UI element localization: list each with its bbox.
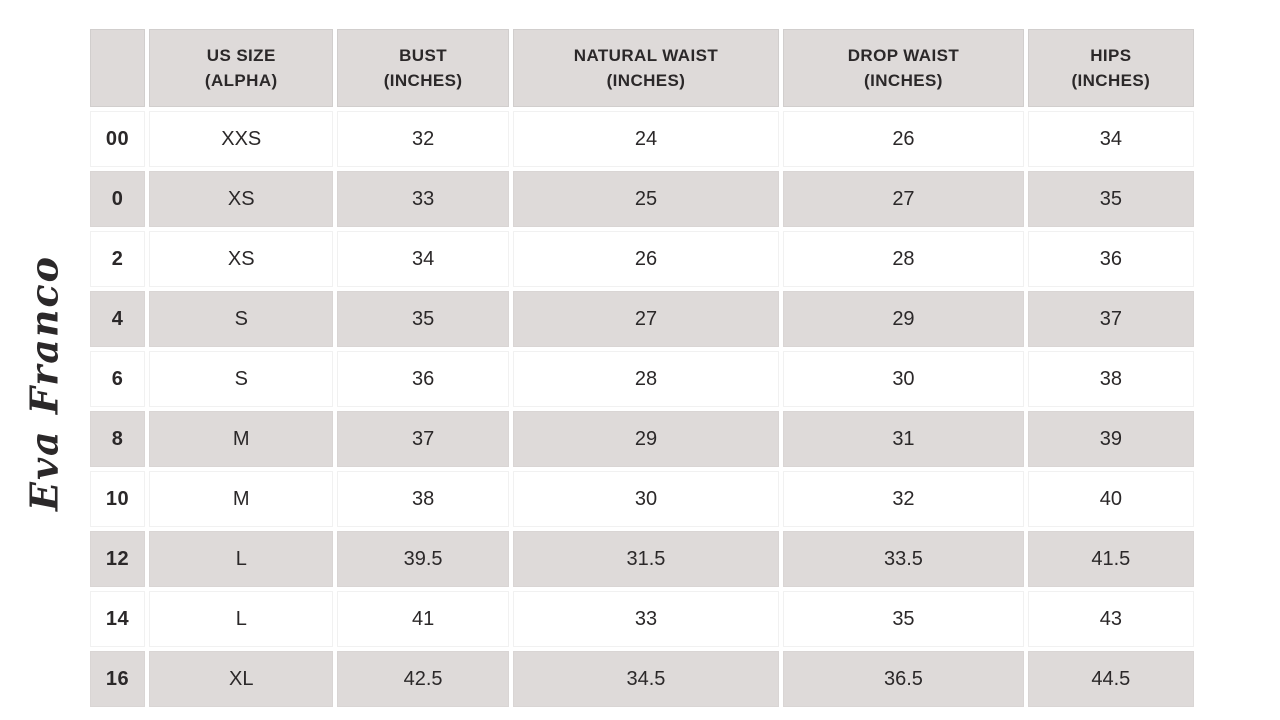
data-cell-hips_inches: 36 [1027, 231, 1194, 287]
row-size-label: 16 [90, 651, 146, 707]
row-size-label: 8 [90, 411, 146, 467]
data-cell-drop_waist_inches: 35 [783, 591, 1024, 647]
header-line2: (INCHES) [383, 71, 463, 90]
data-cell-drop_waist_inches: 36.5 [783, 651, 1024, 707]
header-line1: NATURAL WAIST [573, 45, 719, 65]
row-size-label: 00 [90, 111, 146, 167]
corner-header-cell [90, 29, 146, 107]
data-cell-drop_waist_inches: 30 [783, 351, 1024, 407]
data-cell-bust_inches: 38 [337, 471, 509, 527]
row-size-label: 4 [90, 291, 146, 347]
table-row: 0 XS 33 25 27 35 [90, 171, 1194, 227]
data-cell-natural_waist_inches: 29 [512, 411, 780, 467]
brand-logo-text: Eva Franco [21, 255, 67, 511]
size-chart-table: US SIZE (ALPHA) BUST (INCHES) NATURAL WAIST (… [86, 25, 1198, 711]
data-cell-us_size_alpha: M [149, 471, 334, 527]
data-cell-bust_inches: 37 [337, 411, 509, 467]
table-row: 10 M 38 30 32 40 [90, 471, 1194, 527]
data-cell-hips_inches: 41.5 [1027, 531, 1194, 587]
data-cell-us_size_alpha: XL [149, 651, 334, 707]
column-header-drop_waist_inches: DROP WAIST (INCHES) [783, 29, 1024, 107]
row-size-label: 2 [90, 231, 146, 287]
data-cell-natural_waist_inches: 25 [512, 171, 780, 227]
data-cell-us_size_alpha: S [149, 291, 334, 347]
table-row: 6 S 36 28 30 38 [90, 351, 1194, 407]
data-cell-natural_waist_inches: 34.5 [512, 651, 780, 707]
data-cell-bust_inches: 41 [337, 591, 509, 647]
data-cell-us_size_alpha: M [149, 411, 334, 467]
column-header-natural_waist_inches: NATURAL WAIST (INCHES) [512, 29, 780, 107]
row-size-label: 0 [90, 171, 146, 227]
data-cell-drop_waist_inches: 29 [783, 291, 1024, 347]
data-cell-drop_waist_inches: 31 [783, 411, 1024, 467]
brand-logo: Eva Franco [22, 255, 67, 511]
row-size-label: 6 [90, 351, 146, 407]
data-cell-bust_inches: 39.5 [337, 531, 509, 587]
data-cell-us_size_alpha: XS [149, 231, 334, 287]
table-row: 4 S 35 27 29 37 [90, 291, 1194, 347]
column-header-us_size_alpha: US SIZE (ALPHA) [149, 29, 334, 107]
header-line2: (INCHES) [864, 71, 943, 90]
table-row: 00 XXS 32 24 26 34 [90, 111, 1194, 167]
data-cell-drop_waist_inches: 33.5 [783, 531, 1024, 587]
data-cell-natural_waist_inches: 33 [512, 591, 780, 647]
row-size-label: 12 [90, 531, 146, 587]
table-row: 8 M 37 29 31 39 [90, 411, 1194, 467]
data-cell-natural_waist_inches: 26 [512, 231, 780, 287]
data-cell-hips_inches: 39 [1027, 411, 1194, 467]
data-cell-bust_inches: 35 [337, 291, 509, 347]
data-cell-hips_inches: 34 [1027, 111, 1194, 167]
data-cell-hips_inches: 43 [1027, 591, 1194, 647]
row-size-label: 14 [90, 591, 146, 647]
header-line1: US SIZE [206, 45, 276, 65]
table-header: US SIZE (ALPHA) BUST (INCHES) NATURAL WAIST (… [90, 29, 1194, 107]
column-header-hips_inches: HIPS (INCHES) [1027, 29, 1194, 107]
header-line1: BUST [399, 45, 448, 65]
data-cell-hips_inches: 38 [1027, 351, 1194, 407]
header-line2: (INCHES) [606, 71, 686, 90]
data-cell-us_size_alpha: L [149, 591, 334, 647]
header-line1: DROP WAIST [847, 45, 960, 65]
header-line2: (INCHES) [1071, 71, 1151, 90]
table-row: 2 XS 34 26 28 36 [90, 231, 1194, 287]
data-cell-hips_inches: 37 [1027, 291, 1194, 347]
data-cell-drop_waist_inches: 27 [783, 171, 1024, 227]
data-cell-bust_inches: 42.5 [337, 651, 509, 707]
table-row: 12 L 39.5 31.5 33.5 41.5 [90, 531, 1194, 587]
table-row: 14 L 41 33 35 43 [90, 591, 1194, 647]
data-cell-drop_waist_inches: 28 [783, 231, 1024, 287]
header-line1: HIPS [1090, 45, 1132, 65]
data-cell-hips_inches: 35 [1027, 171, 1194, 227]
data-cell-drop_waist_inches: 32 [783, 471, 1024, 527]
data-cell-natural_waist_inches: 24 [512, 111, 780, 167]
data-cell-bust_inches: 36 [337, 351, 509, 407]
data-cell-natural_waist_inches: 27 [512, 291, 780, 347]
data-cell-us_size_alpha: XS [149, 171, 334, 227]
data-cell-hips_inches: 44.5 [1027, 651, 1194, 707]
table-header-row: US SIZE (ALPHA) BUST (INCHES) NATURAL WAIST (… [90, 29, 1194, 107]
data-cell-us_size_alpha: L [149, 531, 334, 587]
data-cell-hips_inches: 40 [1027, 471, 1194, 527]
data-cell-bust_inches: 33 [337, 171, 509, 227]
data-cell-natural_waist_inches: 31.5 [512, 531, 780, 587]
row-size-label: 10 [90, 471, 146, 527]
table-body: 00 XXS 32 24 26 34 0 XS 33 25 27 35 2 XS 34 26 28 36 4 S 35 2… [90, 111, 1194, 707]
data-cell-us_size_alpha: XXS [149, 111, 334, 167]
data-cell-natural_waist_inches: 28 [512, 351, 780, 407]
data-cell-bust_inches: 32 [337, 111, 509, 167]
header-line2: (ALPHA) [204, 71, 278, 90]
table-row: 16 XL 42.5 34.5 36.5 44.5 [90, 651, 1194, 707]
data-cell-bust_inches: 34 [337, 231, 509, 287]
data-cell-natural_waist_inches: 30 [512, 471, 780, 527]
data-cell-drop_waist_inches: 26 [783, 111, 1024, 167]
column-header-bust_inches: BUST (INCHES) [337, 29, 509, 107]
data-cell-us_size_alpha: S [149, 351, 334, 407]
